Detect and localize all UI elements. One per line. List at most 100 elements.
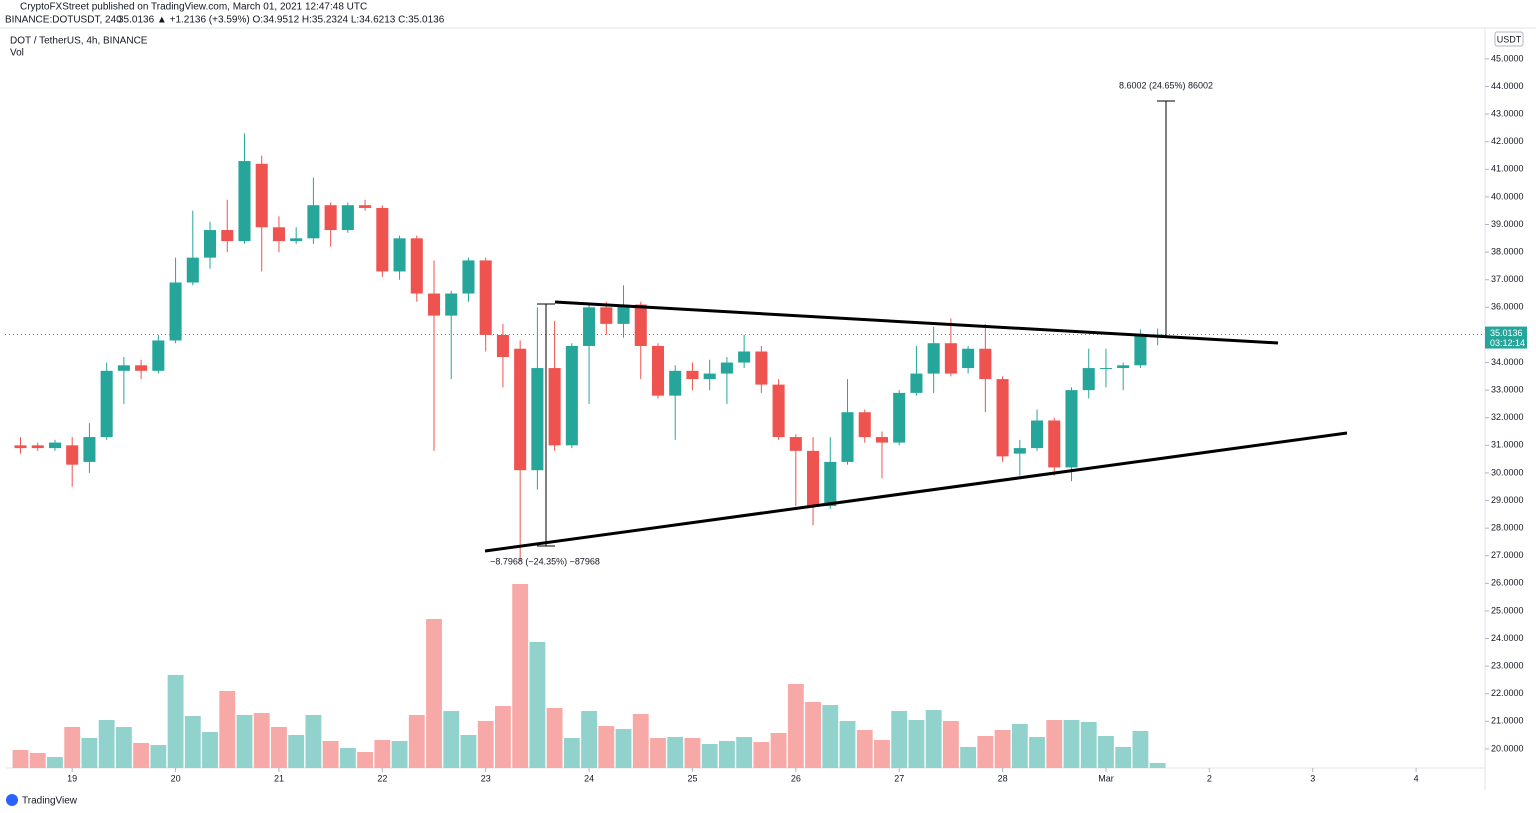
candle-body — [979, 348, 992, 380]
y-tick-label: 26.0000 — [1491, 578, 1524, 588]
volume-bar — [1098, 736, 1114, 768]
candle-body — [531, 368, 544, 471]
volume-bar — [1063, 720, 1080, 768]
volume-bar — [1115, 747, 1132, 768]
volume-bar — [977, 736, 994, 768]
x-tick-label: 4 — [1414, 773, 1419, 783]
candle-body — [31, 445, 44, 449]
volume-bar — [236, 715, 253, 768]
volume-bar — [408, 715, 425, 768]
candle-body — [893, 392, 906, 443]
candle-body — [651, 345, 665, 396]
x-tick-label: 28 — [998, 773, 1008, 783]
y-tick-label: 45.0000 — [1491, 53, 1524, 63]
y-tick-label: 28.0000 — [1491, 523, 1524, 533]
candle-body — [583, 307, 596, 346]
y-tick-label: 31.0000 — [1491, 440, 1524, 450]
candle-body — [1099, 368, 1112, 370]
y-tick-label: 29.0000 — [1491, 495, 1524, 505]
candle-body — [324, 205, 337, 231]
candle-body — [1013, 448, 1026, 454]
candle-body — [944, 343, 957, 374]
x-tick-label: 2 — [1207, 773, 1212, 783]
volume-bar — [288, 735, 305, 768]
candle-body — [858, 412, 871, 438]
y-tick-label: 24.0000 — [1491, 633, 1524, 643]
volume-bar — [495, 706, 511, 768]
x-tick-label: 23 — [481, 773, 491, 783]
volume-bar — [736, 737, 753, 768]
candle-body — [962, 348, 975, 369]
volume-bar — [598, 726, 615, 768]
volume-bar — [271, 727, 287, 768]
symbol: BINANCE:DOTUSDT, 240 — [5, 15, 122, 26]
x-tick-label: 21 — [274, 773, 284, 783]
volume-bar — [305, 715, 322, 768]
y-tick-label: 33.0000 — [1491, 385, 1524, 395]
volume-bar — [219, 691, 236, 768]
volume-bar — [1149, 763, 1166, 768]
volume-bar — [202, 732, 218, 768]
candle-body — [48, 442, 61, 449]
volume-bar — [650, 738, 666, 768]
candle-body — [703, 373, 716, 380]
volume-bar — [960, 747, 977, 768]
volume-bar — [684, 738, 701, 768]
x-tick-label: 24 — [584, 773, 594, 783]
candle-body — [720, 362, 733, 374]
currency: USDT — [1497, 34, 1522, 44]
volume-bar — [460, 735, 477, 768]
measure-label: −8.7968 (−24.35%) −87968 — [490, 556, 600, 566]
candle-body — [1065, 390, 1078, 468]
candle-body — [290, 238, 303, 242]
candle-body — [1048, 420, 1061, 468]
x-tick-label: 27 — [894, 773, 904, 783]
y-tick-label: 34.0000 — [1491, 357, 1524, 367]
volume-bar — [667, 737, 684, 768]
candle-body — [738, 351, 751, 363]
volume-bar — [581, 711, 597, 768]
y-tick-label: 44.0000 — [1491, 81, 1524, 91]
candle-body — [410, 238, 423, 294]
candle-body — [600, 307, 613, 324]
volume-bar — [805, 702, 821, 768]
y-tick-label: 23.0000 — [1491, 661, 1524, 671]
candle-body — [565, 345, 578, 446]
volume-bar — [546, 708, 563, 768]
volume-bar — [874, 740, 890, 768]
volume-bar — [98, 720, 115, 768]
candle-body — [359, 205, 372, 208]
y-tick-label: 22.0000 — [1491, 688, 1524, 698]
candle-body — [1117, 365, 1130, 369]
y-tick-label: 40.0000 — [1491, 191, 1524, 201]
volume-bar — [253, 713, 270, 768]
y-tick-label: 32.0000 — [1491, 412, 1524, 422]
x-tick-label: Mar — [1098, 773, 1114, 783]
candle-body — [203, 230, 217, 258]
x-tick-label: 3 — [1310, 773, 1315, 783]
volume-bar — [1080, 722, 1097, 768]
volume-bar — [12, 750, 29, 768]
y-tick-label: 20.0000 — [1491, 743, 1524, 753]
y-tick-label: 42.0000 — [1491, 136, 1524, 146]
volume-bar — [339, 748, 356, 768]
volume-bar — [822, 705, 839, 768]
candle-body — [66, 445, 79, 465]
candle-body — [841, 412, 854, 462]
last-price-box — [1485, 326, 1527, 349]
candle-body — [669, 370, 682, 396]
volume-bar — [391, 741, 408, 768]
candle-body — [910, 373, 923, 393]
candle-body — [221, 230, 234, 242]
candle-body — [1134, 334, 1147, 366]
y-tick-label: 41.0000 — [1491, 164, 1524, 174]
candle-body — [341, 205, 354, 231]
measure-label: 8.6002 (24.65%) 86002 — [1119, 80, 1213, 90]
volume-bar — [47, 757, 63, 768]
volume-bar — [787, 684, 804, 768]
candle-body — [479, 260, 492, 335]
y-tick-label: 38.0000 — [1491, 247, 1524, 257]
candle-body — [686, 370, 699, 380]
candle-body — [548, 368, 561, 446]
